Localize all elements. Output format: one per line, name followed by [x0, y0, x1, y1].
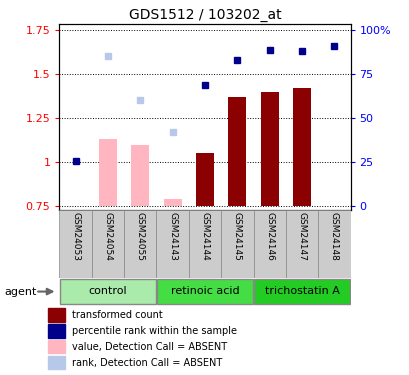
- Text: rank, Detection Call = ABSENT: rank, Detection Call = ABSENT: [72, 358, 221, 368]
- Bar: [156, 210, 189, 278]
- Bar: [48, 308, 65, 322]
- Bar: [292, 88, 310, 207]
- Bar: [189, 210, 220, 278]
- Title: GDS1512 / 103202_at: GDS1512 / 103202_at: [128, 8, 281, 22]
- Text: GSM24053: GSM24053: [71, 212, 80, 261]
- Bar: [99, 139, 117, 207]
- Text: trichostatin A: trichostatin A: [264, 286, 339, 296]
- Bar: [228, 97, 246, 207]
- Text: GSM24148: GSM24148: [329, 212, 338, 261]
- Text: GSM24146: GSM24146: [265, 212, 274, 261]
- Text: transformed count: transformed count: [72, 310, 162, 320]
- Text: GSM24055: GSM24055: [135, 212, 144, 261]
- Text: GSM24147: GSM24147: [297, 212, 306, 261]
- Bar: [163, 200, 181, 207]
- Text: percentile rank within the sample: percentile rank within the sample: [72, 326, 236, 336]
- Text: GSM24143: GSM24143: [168, 212, 177, 261]
- Bar: [285, 210, 317, 278]
- Text: control: control: [88, 286, 127, 296]
- Bar: [260, 92, 278, 207]
- Bar: [48, 340, 65, 354]
- Bar: [60, 279, 155, 304]
- Bar: [253, 210, 285, 278]
- Bar: [196, 153, 213, 207]
- Bar: [254, 279, 349, 304]
- Bar: [92, 210, 124, 278]
- Bar: [48, 324, 65, 338]
- Bar: [48, 356, 65, 369]
- Text: GSM24054: GSM24054: [103, 212, 112, 261]
- Text: agent: agent: [4, 286, 36, 297]
- Text: value, Detection Call = ABSENT: value, Detection Call = ABSENT: [72, 342, 226, 352]
- Text: GSM24145: GSM24145: [232, 212, 241, 261]
- Bar: [59, 210, 92, 278]
- Bar: [317, 210, 350, 278]
- Bar: [131, 145, 149, 207]
- Text: retinoic acid: retinoic acid: [170, 286, 239, 296]
- Text: GSM24144: GSM24144: [200, 212, 209, 261]
- Bar: [157, 279, 252, 304]
- Bar: [124, 210, 156, 278]
- Bar: [220, 210, 253, 278]
